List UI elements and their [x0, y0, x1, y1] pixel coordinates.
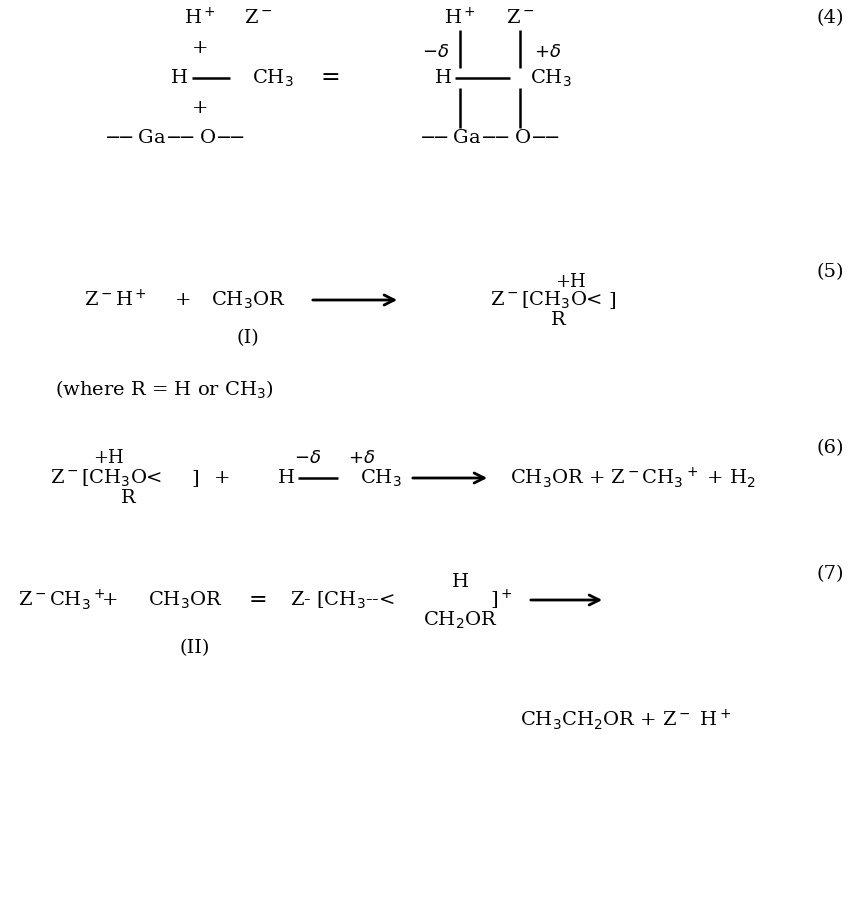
Text: CH$_2$OR: CH$_2$OR	[423, 610, 497, 630]
Text: $-\!\!-$Ga$-\!\!-$O$-\!\!-$: $-\!\!-$Ga$-\!\!-$O$-\!\!-$	[419, 129, 561, 147]
Text: (where R = H or CH$_3$): (where R = H or CH$_3$)	[55, 379, 274, 401]
Text: Z$^-$CH$_3$$^+$: Z$^-$CH$_3$$^+$	[18, 587, 105, 612]
Text: $-\!\!-$Ga$-\!\!-$O$-\!\!-$: $-\!\!-$Ga$-\!\!-$O$-\!\!-$	[104, 129, 246, 147]
Text: +: +	[214, 469, 230, 487]
Text: (I): (I)	[236, 329, 260, 347]
Text: (5): (5)	[816, 263, 844, 281]
Text: +: +	[174, 291, 192, 309]
Text: $+\delta$: $+\delta$	[534, 43, 562, 61]
Text: Z$^-$[CH$_3$O<: Z$^-$[CH$_3$O<	[50, 467, 162, 489]
Text: $-\delta$: $-\delta$	[422, 43, 450, 61]
Text: =: =	[320, 66, 340, 90]
Text: (7): (7)	[816, 565, 844, 583]
Text: +H: +H	[92, 449, 123, 467]
Text: +: +	[192, 39, 208, 57]
Text: H$^+$: H$^+$	[444, 7, 476, 29]
Text: Z$^-$: Z$^-$	[506, 9, 534, 27]
Text: +H: +H	[555, 273, 585, 291]
Text: Z$^-$H$^+$: Z$^-$H$^+$	[84, 289, 147, 311]
Text: ]$^+$: ]$^+$	[490, 588, 513, 612]
Text: +: +	[102, 591, 118, 609]
Text: CH$_3$: CH$_3$	[530, 67, 571, 89]
Text: H: H	[451, 573, 469, 591]
Text: H: H	[278, 469, 295, 487]
Text: CH$_3$OR + Z$^-$CH$_3$$^+$ + H$_2$: CH$_3$OR + Z$^-$CH$_3$$^+$ + H$_2$	[510, 466, 756, 490]
Text: =: =	[249, 589, 268, 611]
Text: $+\delta$: $+\delta$	[349, 449, 375, 467]
Text: CH$_3$CH$_2$OR + Z$^-$ H$^+$: CH$_3$CH$_2$OR + Z$^-$ H$^+$	[520, 708, 731, 732]
Text: +: +	[192, 99, 208, 117]
Text: (6): (6)	[816, 439, 844, 457]
Text: H: H	[435, 69, 452, 87]
Text: R: R	[121, 489, 135, 507]
Text: CH$_3$: CH$_3$	[360, 467, 401, 489]
Text: CH$_3$OR: CH$_3$OR	[148, 589, 223, 611]
Text: H: H	[171, 69, 188, 87]
Text: $-\delta$: $-\delta$	[294, 449, 322, 467]
Text: (4): (4)	[816, 9, 844, 27]
Text: ]: ]	[608, 291, 615, 309]
Text: Z$^-$: Z$^-$	[244, 9, 272, 27]
Text: CH$_3$: CH$_3$	[252, 67, 293, 89]
Text: R: R	[551, 311, 565, 329]
Text: (II): (II)	[180, 639, 211, 657]
Text: Z$^-$[CH$_3$O<: Z$^-$[CH$_3$O<	[490, 289, 602, 311]
Text: CH$_3$OR: CH$_3$OR	[211, 289, 286, 311]
Text: Z- [CH$_3$--<: Z- [CH$_3$--<	[290, 589, 394, 611]
Text: ]: ]	[192, 469, 198, 487]
Text: H$^+$: H$^+$	[184, 7, 216, 29]
